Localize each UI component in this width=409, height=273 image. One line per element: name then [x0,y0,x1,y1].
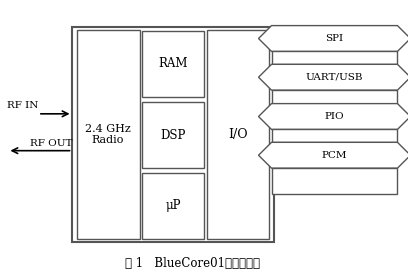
Text: RAM: RAM [158,57,188,70]
Text: DSP: DSP [160,129,186,142]
Text: 2.4 GHz
Radio: 2.4 GHz Radio [85,124,131,145]
Polygon shape [258,142,409,168]
Bar [207,30,270,239]
Bar [142,173,204,239]
Bar [142,102,204,168]
Text: RF IN: RF IN [7,101,39,110]
Bar [272,90,398,103]
Polygon shape [258,26,409,51]
Text: PIO: PIO [325,112,344,121]
Polygon shape [258,64,409,90]
Text: PCM: PCM [322,151,347,160]
Polygon shape [258,103,409,129]
Text: SPI: SPI [326,34,344,43]
Text: UART/USB: UART/USB [306,73,363,82]
Bar [142,31,204,97]
Bar [272,129,398,142]
Text: 图 1   BlueCore01芯片方框图: 图 1 BlueCore01芯片方框图 [125,257,260,270]
Text: RF OUT: RF OUT [30,139,72,148]
Bar [272,168,398,194]
Bar [76,30,139,239]
Text: μP: μP [165,199,181,212]
Bar [72,27,274,242]
Bar [272,51,398,64]
Text: I/O: I/O [228,128,248,141]
